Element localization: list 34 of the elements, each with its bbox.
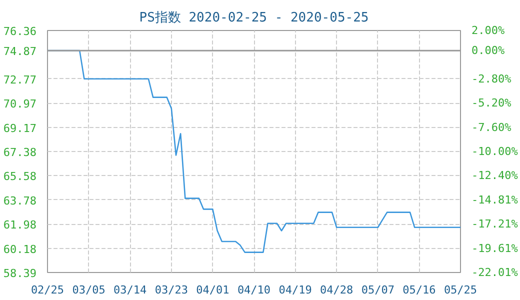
x-tick-label: 04/10 <box>237 284 271 296</box>
y-tick-label: 74.87 <box>3 45 37 58</box>
y-tick-label: 61.98 <box>3 218 37 232</box>
y-tick-label: 60.18 <box>3 242 37 256</box>
y-tick-label: 72.77 <box>3 73 37 86</box>
y-tick-label: 70.97 <box>3 98 37 111</box>
y2-tick-label: -14.81% <box>472 193 518 206</box>
y2-tick-label: -12.40% <box>472 169 518 182</box>
y2-tick-label: 0.00% <box>472 44 505 58</box>
x-tick-label: 05/07 <box>361 284 394 296</box>
y-tick-label: 76.36 <box>3 25 37 38</box>
y2-tick-label: -10.00% <box>472 144 518 158</box>
y2-tick-label: -5.20% <box>472 96 512 110</box>
y-tick-label: 67.38 <box>3 146 37 159</box>
x-tick-label: 05/25 <box>444 284 478 296</box>
x-tick-label: 04/28 <box>320 284 354 296</box>
y2-tick-label: -22.01% <box>472 266 518 279</box>
x-tick-label: 04/01 <box>196 284 230 296</box>
x-tick-label: 03/14 <box>114 284 148 296</box>
y2-tick-label: 2.00% <box>472 24 505 37</box>
x-tick-label: 03/05 <box>72 284 106 296</box>
y2-tick-label: -7.60% <box>472 120 512 134</box>
y2-tick-label: -17.21% <box>472 218 518 231</box>
chart-title: PS指数 2020-02-25 - 2020-05-25 <box>139 10 369 26</box>
x-tick-label: 03/23 <box>154 284 188 296</box>
y-tick-label: 58.39 <box>3 267 37 280</box>
y-tick-label: 63.78 <box>3 194 37 208</box>
y2-tick-label: -19.61% <box>472 242 518 255</box>
x-tick-label: 04/19 <box>278 284 312 296</box>
x-tick-label: 02/25 <box>30 284 64 296</box>
y-tick-label: 69.17 <box>3 122 37 135</box>
x-tick-label: 05/16 <box>402 284 436 296</box>
y-tick-label: 65.58 <box>3 170 37 184</box>
y2-tick-label: -2.80% <box>472 72 512 86</box>
